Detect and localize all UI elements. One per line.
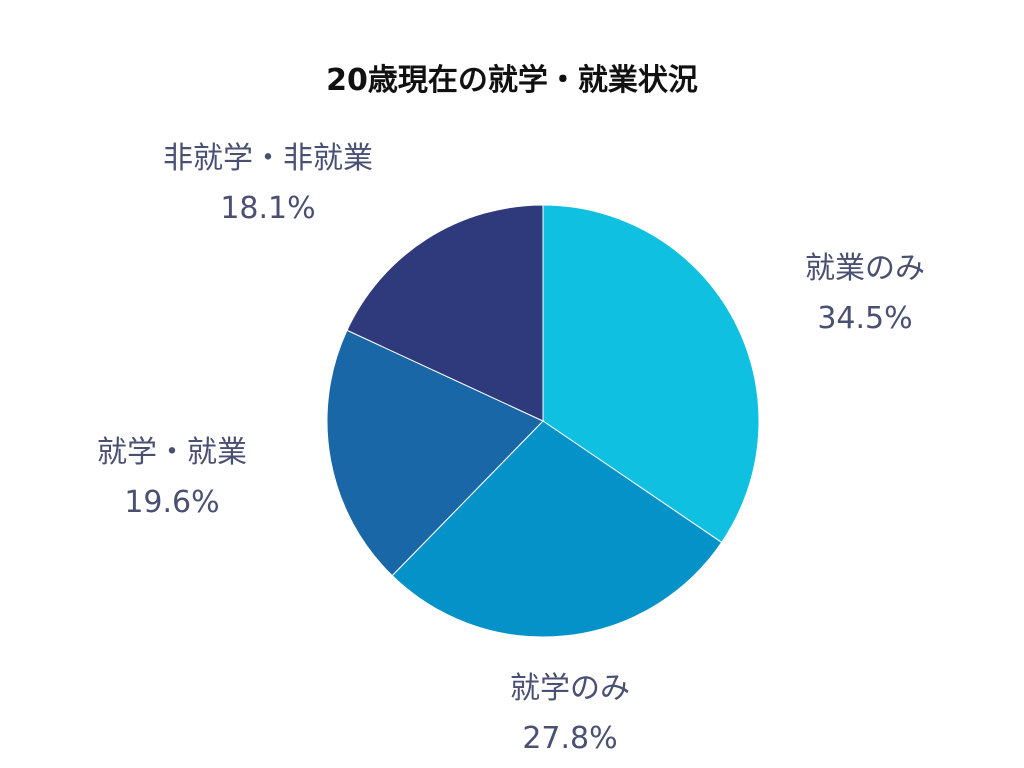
slice-label: 非就学・非就業 <box>163 141 373 176</box>
pie-slice <box>326 329 544 577</box>
slice-value-label: 27.8% <box>522 721 617 756</box>
slice-value-label: 19.6% <box>124 485 219 520</box>
slice-label: 就学・就業 <box>97 435 247 470</box>
slice-label: 就業のみ <box>805 251 925 286</box>
pie-slice <box>391 420 723 638</box>
pie-slices <box>326 204 760 638</box>
chart-title: 20歳現在の就学・就業状況 <box>326 63 698 98</box>
pie-labels: 就業のみ 34.5% 就学のみ 27.8% 就学・就業 19.6% 非就学・非就業 18.1% <box>97 141 925 756</box>
pie-slice <box>542 204 760 544</box>
slice-value-label: 18.1% <box>220 191 315 226</box>
slice-value-label: 34.5% <box>817 301 912 336</box>
slice-label: 就学のみ <box>510 671 630 706</box>
pie-slice <box>346 204 544 422</box>
